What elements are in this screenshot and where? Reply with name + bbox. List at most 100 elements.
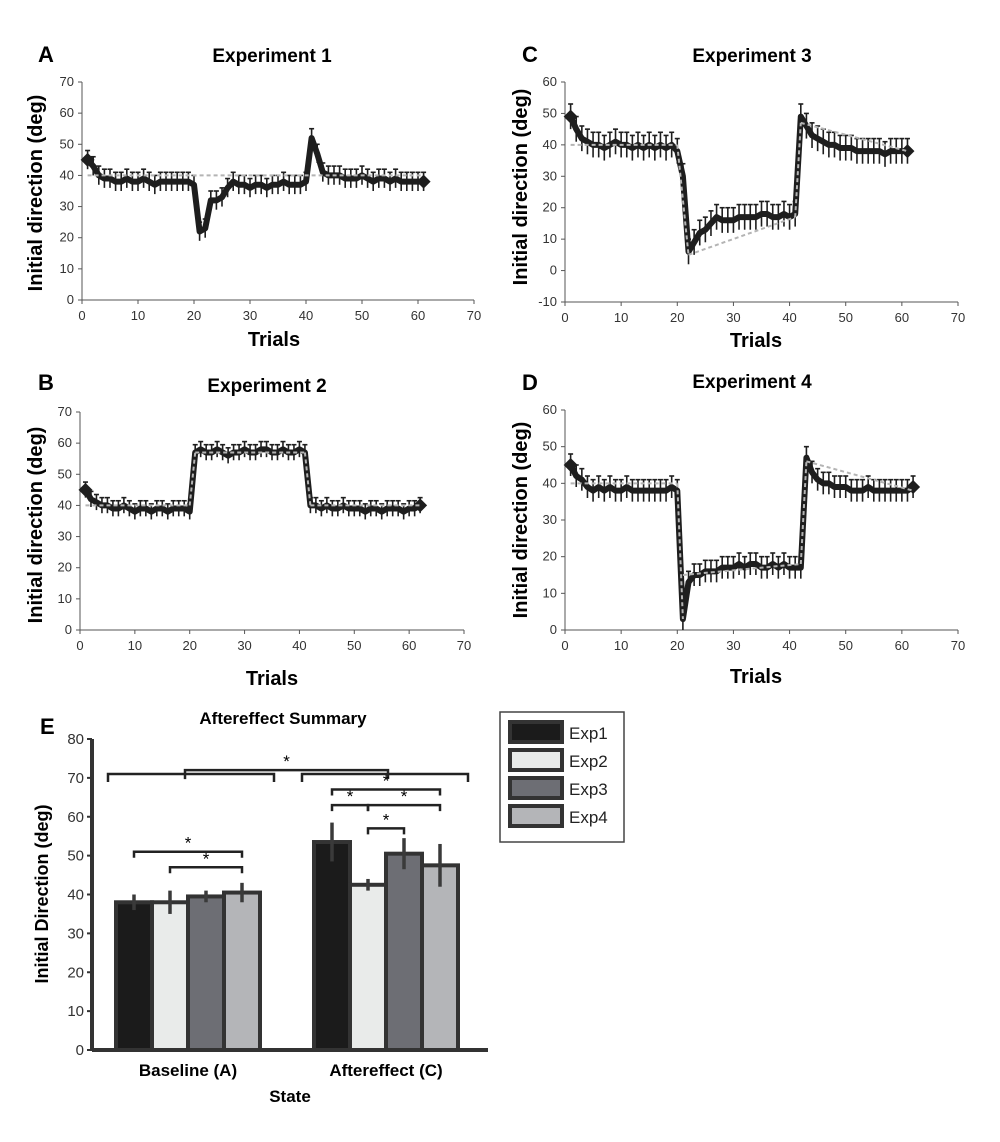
x-tick-label: 30	[726, 310, 740, 325]
y-tick-label: 30	[543, 512, 557, 527]
y-tick-label: 40	[60, 167, 74, 182]
x-tick-label: 70	[951, 310, 965, 325]
reference-line	[682, 563, 801, 576]
x-tick-label: 40	[292, 638, 306, 653]
legend-label: Exp4	[569, 808, 608, 827]
data-marker	[563, 109, 578, 124]
x-tick-label: 50	[355, 308, 369, 323]
y-tick-label: 30	[543, 168, 557, 183]
x-tick-label: 10	[614, 638, 628, 653]
y-tick-label: 50	[67, 848, 84, 865]
y-tick-label: 0	[550, 263, 557, 278]
y-tick-label: 50	[58, 466, 72, 481]
data-line	[567, 454, 915, 622]
x-axis-label-c: Trials	[730, 330, 782, 352]
panel-d: D Experiment 4 Initial direction (deg) T…	[510, 370, 965, 688]
x-tick-label: 0	[78, 308, 85, 323]
plot-area-d: 0 10 20 30 40 50 60 0 10 20 30 40 50 60 70	[543, 402, 966, 653]
x-tick-label: 20	[182, 638, 196, 653]
significance-star: *	[203, 849, 210, 868]
y-tick-label: 10	[543, 585, 557, 600]
bar	[114, 900, 154, 1053]
y-tick-label: 20	[60, 230, 74, 245]
panel-letter-d: D	[522, 370, 538, 395]
category-label: Aftereffect (C)	[329, 1061, 442, 1080]
x-tick-label: 0	[76, 638, 83, 653]
significance-bracket	[366, 803, 442, 812]
bar	[312, 840, 352, 1052]
reference-line	[799, 461, 808, 565]
x-tick-label: 60	[411, 308, 425, 323]
y-tick-label: 60	[58, 435, 72, 450]
y-tick-label: 40	[67, 887, 84, 904]
y-tick-label: 0	[67, 292, 74, 307]
y-tick-label: 20	[67, 964, 84, 981]
y-tick-label: 30	[58, 529, 72, 544]
y-tick-label: 20	[543, 200, 557, 215]
x-tick-label: 50	[838, 638, 852, 653]
legend-label: Exp3	[569, 780, 608, 799]
reference-line	[688, 216, 796, 256]
x-axis-label-b: Trials	[246, 668, 298, 690]
reference-line	[794, 122, 802, 218]
x-tick-label: 10	[614, 310, 628, 325]
y-tick-label: 60	[67, 809, 84, 826]
data-marker	[563, 458, 578, 472]
panel-letter-b: B	[38, 370, 54, 395]
legend-swatch	[508, 748, 564, 772]
data-marker	[80, 152, 95, 167]
chart-title-b: Experiment 2	[207, 376, 326, 397]
y-tick-label: 10	[543, 231, 557, 246]
plot-area-b: 0 10 20 30 40 50 60 70 0 10 20 30 40 50 60 70	[58, 404, 472, 653]
y-tick-label: 10	[58, 591, 72, 606]
x-tick-label: 50	[347, 638, 361, 653]
legend-swatch	[508, 804, 564, 828]
reference-line	[676, 144, 690, 255]
y-axis-label-e: Initial Direction (deg)	[32, 804, 52, 983]
legend-label: Exp2	[569, 752, 608, 771]
y-tick-label: 10	[60, 261, 74, 276]
chart-title-e: Aftereffect Summary	[199, 709, 367, 728]
data-line	[82, 446, 422, 515]
y-tick-label: 30	[60, 199, 74, 214]
bar	[150, 900, 190, 1053]
chart-title-a: Experiment 1	[212, 46, 332, 67]
y-tick-label: 20	[58, 560, 72, 575]
panel-letter-c: C	[522, 42, 538, 67]
y-axis-label-c: Initial direction (deg)	[510, 89, 532, 286]
panel-letter-e: E	[40, 714, 55, 739]
significance-bracket	[300, 772, 470, 782]
x-axis-label-e: State	[269, 1087, 311, 1106]
significance-bracket	[168, 866, 244, 874]
bar	[222, 890, 262, 1053]
y-tick-label: 70	[58, 404, 72, 419]
chart-title-d: Experiment 4	[692, 372, 812, 393]
y-tick-label: 50	[543, 439, 557, 454]
bar	[186, 894, 226, 1052]
y-tick-label: 80	[67, 731, 84, 748]
significance-star: *	[401, 787, 408, 806]
y-tick-label: 40	[543, 475, 557, 490]
x-tick-label: 70	[951, 638, 965, 653]
y-tick-label: 20	[543, 549, 557, 564]
data-line	[85, 135, 424, 235]
bar	[420, 863, 460, 1052]
y-tick-label: 0	[65, 622, 72, 637]
significance-star: *	[283, 752, 290, 771]
legend-swatch	[508, 776, 564, 800]
panel-e: E Aftereffect Summary Initial Direction …	[32, 709, 625, 1106]
y-tick-label: 40	[543, 137, 557, 152]
x-tick-label: 40	[782, 310, 796, 325]
legend: Exp1 Exp2 Exp3 Exp4	[499, 711, 625, 843]
plot-area-e: 0 10 20 30 40 50 60 70 80 Baseline (A) Aftereffect…	[67, 731, 488, 1080]
y-tick-label: 60	[543, 74, 557, 89]
y-tick-label: 30	[67, 925, 84, 942]
y-tick-label: -10	[538, 294, 557, 309]
legend-label: Exp1	[569, 724, 608, 743]
bar	[384, 851, 424, 1053]
x-tick-label: 20	[670, 310, 684, 325]
data-marker	[416, 174, 431, 189]
y-tick-label: 70	[60, 74, 74, 89]
x-tick-label: 60	[895, 638, 909, 653]
